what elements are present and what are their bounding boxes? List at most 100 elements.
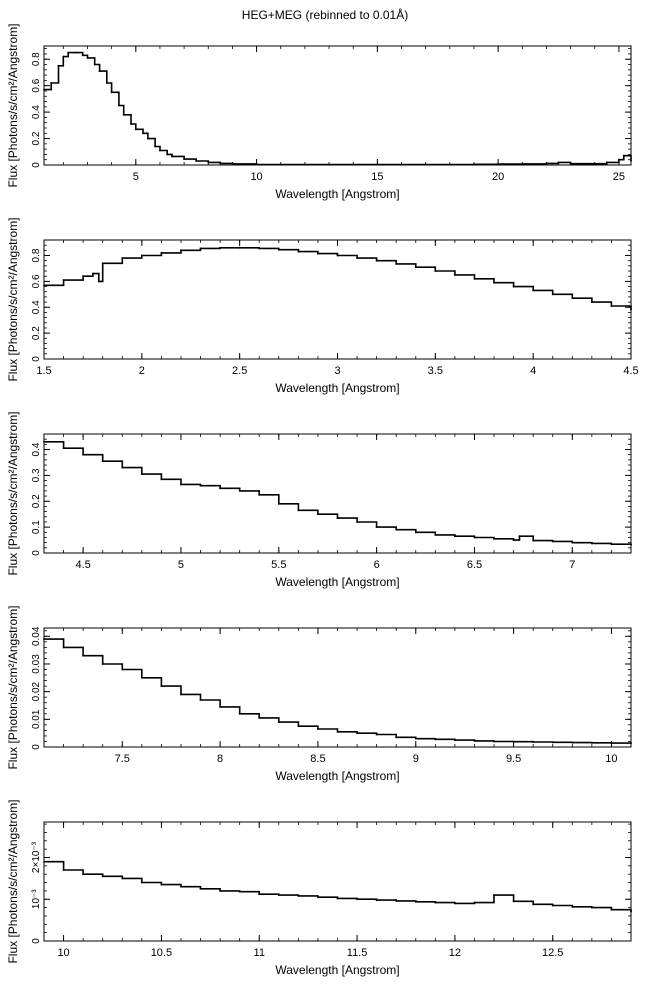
data-point [130, 123, 132, 125]
data-point [571, 905, 574, 908]
x-tick-label: 15 [371, 171, 383, 183]
data-point [518, 535, 521, 538]
data-point [199, 699, 202, 701]
data-point [454, 274, 456, 276]
x-tick-label: 7.5 [115, 753, 130, 765]
data-point [593, 162, 596, 165]
data-point [82, 453, 84, 456]
data-point [105, 82, 108, 84]
data-point [219, 162, 222, 165]
data-point [277, 248, 280, 251]
data-point [512, 285, 515, 288]
data-point [101, 262, 104, 265]
y-tick-label: 2×10⁻³ [31, 841, 42, 873]
data-point [591, 301, 593, 303]
y-tick-label: 0.04 [31, 626, 42, 646]
data-point [219, 706, 222, 708]
data-point [512, 539, 515, 541]
x-tick-label: 6.5 [467, 559, 482, 571]
plot-frame [43, 433, 632, 554]
series-line-1 [44, 860, 632, 912]
data-point [376, 163, 379, 166]
data-point [62, 869, 65, 871]
data-point [93, 63, 96, 66]
data-point [328, 163, 330, 166]
data-point [199, 887, 202, 890]
data-point [180, 693, 182, 696]
data-point [317, 513, 319, 516]
chart-panel-5: 10 10.5 11 11.5 12 12.5 0 10⁻³ 2×10⁻³ Wavelength … [6, 799, 632, 977]
data-point [43, 638, 45, 640]
data-point [591, 741, 593, 744]
data-point [375, 899, 378, 901]
data-point [610, 305, 613, 307]
data-point [414, 900, 417, 903]
data-point [134, 128, 137, 131]
y-tick-label: 0.2 [31, 326, 42, 340]
data-point [512, 900, 515, 903]
data-point [571, 741, 574, 744]
x-axis-label: Wavelength [Angstrom] [275, 575, 399, 589]
data-point [258, 247, 261, 250]
x-tick-label: 4.5 [75, 559, 90, 571]
data-point [82, 873, 84, 876]
data-point [238, 490, 241, 492]
data-point [521, 163, 524, 165]
series-line-1 [44, 51, 632, 166]
y-tick-label: 0.6 [31, 78, 42, 92]
x-tick-label: 10 [250, 171, 262, 183]
data-point [180, 249, 182, 252]
x-tick-label: 2.5 [232, 365, 247, 377]
y-tick-label: 0.03 [31, 654, 42, 674]
data-point [297, 725, 300, 728]
data-point [605, 161, 608, 164]
data-point [551, 540, 554, 543]
data-point [121, 466, 124, 469]
data-point [336, 897, 339, 900]
y-tick-label: 0.01 [31, 709, 42, 729]
plot-frame [43, 45, 632, 166]
y-tick-label: 0 [31, 550, 42, 556]
data-point [199, 247, 202, 250]
x-tick-label: 9 [413, 753, 419, 765]
x-tick-label: 10 [605, 753, 617, 765]
data-point [82, 654, 84, 657]
x-tick-label: 2 [139, 365, 145, 377]
data-point [62, 646, 65, 649]
plot-frame [43, 821, 632, 942]
data-point [454, 535, 456, 538]
data-point [630, 742, 632, 745]
data-point [50, 82, 53, 84]
y-tick-label: 0.3 [31, 468, 42, 482]
data-point [424, 163, 427, 166]
data-point [255, 163, 258, 166]
data-point [258, 717, 261, 719]
x-tick-label: 11.5 [347, 947, 368, 959]
data-point [356, 257, 358, 259]
data-point [473, 536, 476, 539]
y-tick-label: 0 [31, 938, 42, 944]
data-point [591, 542, 593, 545]
data-point [297, 509, 300, 512]
series-line-1 [44, 247, 632, 310]
data-point [92, 272, 94, 275]
series-line-1 [44, 638, 632, 744]
data-point [395, 900, 398, 902]
data-point [160, 478, 163, 481]
data-point [532, 539, 535, 542]
y-tick-label: 0 [31, 356, 42, 362]
data-point [62, 55, 65, 58]
data-point [493, 537, 495, 540]
data-point [160, 883, 163, 886]
data-point [571, 297, 574, 300]
x-tick-label: 10 [57, 947, 69, 959]
data-point [62, 279, 65, 281]
data-point [110, 91, 113, 94]
y-axis-label: Flux [Photons/s/cm²/Angstrom] [6, 217, 20, 381]
y-tick-label: 10⁻³ [31, 889, 42, 909]
y-tick-label: 0.1 [31, 520, 42, 534]
data-point [118, 104, 120, 107]
chart-panel-3: 4.5 5 5.5 6 6.5 7 0 0.1 0.2 0.3 0.4 Wavelength [Ang… [6, 411, 632, 589]
data-point [81, 54, 84, 57]
x-tick-label: 7 [569, 559, 575, 571]
